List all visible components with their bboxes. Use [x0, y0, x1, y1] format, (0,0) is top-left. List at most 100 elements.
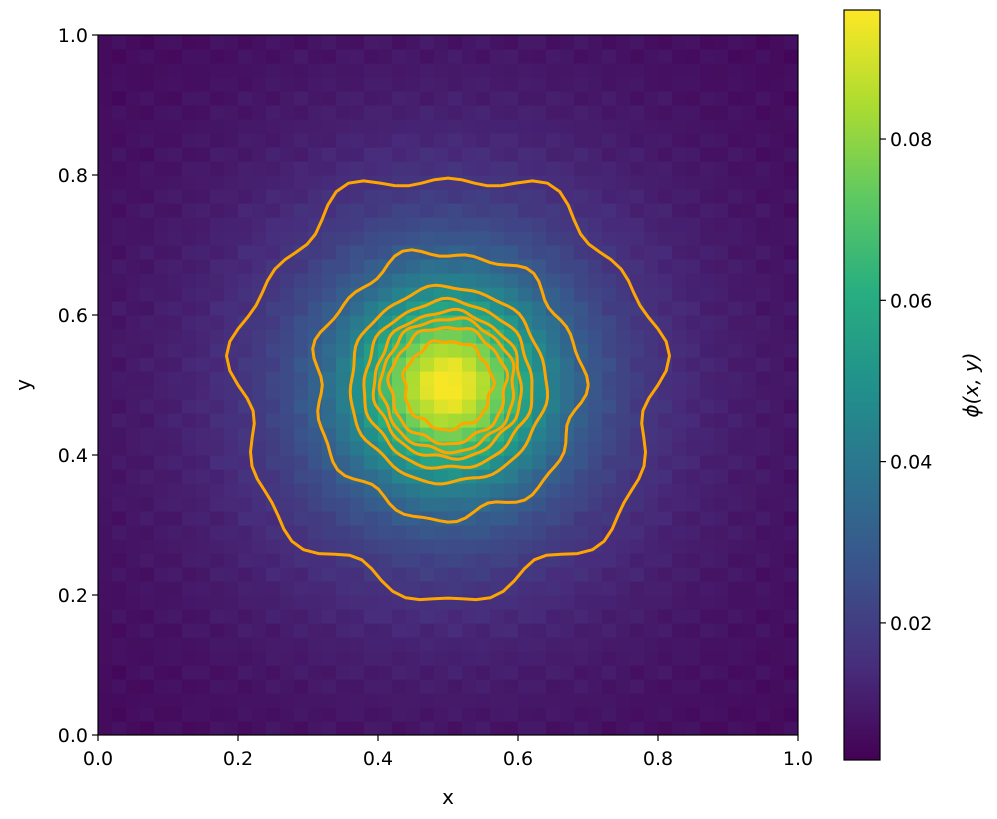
heatmap-cell — [266, 133, 281, 148]
heatmap-cell — [784, 273, 798, 288]
heatmap-cell — [462, 581, 477, 596]
heatmap-cell — [784, 427, 798, 442]
heatmap-cell — [644, 651, 659, 666]
heatmap-cell — [420, 35, 435, 50]
heatmap-cell — [490, 147, 505, 162]
heatmap-cell — [560, 273, 575, 288]
heatmap-cell — [294, 231, 309, 246]
heatmap-cell — [546, 287, 561, 302]
heatmap-cell — [770, 651, 785, 666]
heatmap-cell — [126, 721, 141, 735]
heatmap-cell — [560, 63, 575, 78]
heatmap-cell — [602, 413, 617, 428]
heatmap-cell — [98, 609, 113, 624]
heatmap-cell — [728, 63, 743, 78]
heatmap-cell — [308, 301, 323, 316]
heatmap-cell — [574, 301, 589, 316]
heatmap-cell — [784, 595, 798, 610]
heatmap-cell — [686, 217, 701, 232]
heatmap-cell — [126, 315, 141, 330]
heatmap-cell — [182, 413, 197, 428]
heatmap-cell — [154, 483, 169, 498]
heatmap-cell — [168, 77, 183, 92]
heatmap-cell — [686, 35, 701, 50]
heatmap-cell — [700, 525, 715, 540]
heatmap-cell — [504, 665, 519, 680]
heatmap-cell — [560, 147, 575, 162]
heatmap-cell — [686, 497, 701, 512]
heatmap-cell — [196, 567, 211, 582]
heatmap-cell — [616, 707, 631, 722]
heatmap-cell — [168, 581, 183, 596]
heatmap-cell — [728, 413, 743, 428]
contour-line — [371, 307, 523, 461]
heatmap-cell — [266, 371, 281, 386]
heatmap-cell — [294, 553, 309, 568]
heatmap-cell — [490, 567, 505, 582]
heatmap-cell — [574, 525, 589, 540]
heatmap-cell — [140, 259, 155, 274]
heatmap-cell — [742, 371, 757, 386]
heatmap-cell — [658, 567, 673, 582]
heatmap-cell — [546, 693, 561, 708]
heatmap-cell — [154, 679, 169, 694]
heatmap-cell — [434, 707, 449, 722]
heatmap-cell — [182, 189, 197, 204]
heatmap-cell — [630, 539, 645, 554]
heatmap-cell — [490, 105, 505, 120]
heatmap-cell — [742, 119, 757, 134]
heatmap-cell — [602, 595, 617, 610]
heatmap-cell — [378, 147, 393, 162]
heatmap-cell — [700, 469, 715, 484]
heatmap-cell — [224, 119, 239, 134]
heatmap-cell — [644, 511, 659, 526]
heatmap-cell — [238, 161, 253, 176]
heatmap-cell — [728, 133, 743, 148]
heatmap-cell — [434, 637, 449, 652]
heatmap-cell — [602, 77, 617, 92]
heatmap-cell — [630, 259, 645, 274]
heatmap-cell — [392, 483, 407, 498]
heatmap-cell — [112, 665, 127, 680]
heatmap-cell — [658, 623, 673, 638]
heatmap-cell — [224, 427, 239, 442]
heatmap-cell — [112, 105, 127, 120]
heatmap-cell — [714, 133, 729, 148]
heatmap-cell — [756, 105, 771, 120]
heatmap-cell — [770, 595, 785, 610]
heatmap-cell — [518, 119, 533, 134]
heatmap-cell — [364, 301, 379, 316]
heatmap-cell — [224, 175, 239, 190]
heatmap-cell — [574, 49, 589, 64]
heatmap-cell — [714, 623, 729, 638]
heatmap-cell — [182, 105, 197, 120]
heatmap-cell — [476, 623, 491, 638]
heatmap-cell — [406, 707, 421, 722]
heatmap-cell — [588, 315, 603, 330]
heatmap-cell — [140, 273, 155, 288]
heatmap-cell — [588, 91, 603, 106]
heatmap-cell — [266, 245, 281, 260]
heatmap-cell — [126, 63, 141, 78]
heatmap-cell — [630, 91, 645, 106]
heatmap-cell — [350, 693, 365, 708]
heatmap-cell — [700, 413, 715, 428]
heatmap-cell — [112, 315, 127, 330]
heatmap-cell — [672, 371, 687, 386]
heatmap-cell — [742, 329, 757, 344]
heatmap-cell — [336, 483, 351, 498]
heatmap-cell — [462, 105, 477, 120]
heatmap-cell — [210, 175, 225, 190]
heatmap-cell — [672, 581, 687, 596]
heatmap-cell — [784, 469, 798, 484]
heatmap-cell — [546, 595, 561, 610]
heatmap-cell — [98, 35, 113, 50]
heatmap-cell — [336, 357, 351, 372]
heatmap-cell — [560, 49, 575, 64]
heatmap-cell — [140, 441, 155, 456]
heatmap-cell — [392, 665, 407, 680]
heatmap-cell — [560, 91, 575, 106]
heatmap-cell — [224, 35, 239, 50]
heatmap-cell — [112, 595, 127, 610]
heatmap-cell — [574, 623, 589, 638]
